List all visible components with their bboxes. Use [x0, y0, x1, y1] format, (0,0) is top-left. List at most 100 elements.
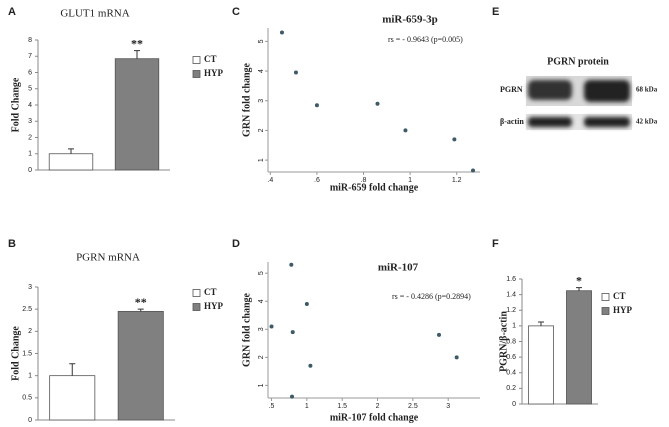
blot-row-label: β-actin: [500, 117, 524, 126]
bar: [566, 290, 592, 405]
legend-swatch: [192, 303, 201, 311]
chart-title: GLUT1 mRNA: [60, 8, 129, 20]
y-tick-label: 3: [28, 118, 32, 125]
point: [304, 302, 309, 307]
chart-title: PGRN mRNA: [76, 252, 140, 264]
error-bar: [134, 50, 140, 59]
y-tick-label: 2: [28, 328, 32, 335]
annotation: *: [576, 273, 582, 287]
blot-size: 68 kDa: [636, 86, 658, 94]
x-axis-label: miR-659 fold change: [330, 182, 419, 193]
point: [279, 30, 284, 35]
x-tick-label: 3: [446, 403, 450, 410]
y-tick-label: 2.5: [22, 306, 32, 313]
point: [314, 103, 319, 108]
error-bar: [576, 287, 582, 291]
y-tick-label: 3: [258, 327, 265, 331]
legend-swatch: [192, 70, 201, 78]
x-tick-label: 1: [305, 403, 309, 410]
y-tick-label: 5: [258, 39, 265, 43]
y-tick-label: 2: [28, 134, 32, 141]
legend-label: CT: [613, 291, 626, 301]
blot-band: [584, 80, 630, 102]
x-tick-label: .6: [314, 177, 320, 184]
point: [471, 168, 476, 173]
y-axis-label: Fold Change: [10, 77, 21, 132]
y-tick-label: 0: [28, 167, 32, 174]
y-tick-label: 1: [258, 383, 265, 387]
y-tick-label: 1: [28, 151, 32, 158]
y-tick-label: 0: [28, 417, 32, 424]
point: [454, 355, 459, 360]
point: [269, 324, 274, 329]
y-tick-label: 5: [258, 271, 265, 275]
panel-letter: B: [8, 238, 16, 250]
y-tick-label: 2: [258, 128, 265, 132]
bar: [117, 310, 164, 421]
y-tick-label: 0.6: [506, 354, 516, 361]
y-axis-label: GRN fold change: [241, 293, 252, 367]
y-tick-label: 0.8: [506, 338, 516, 345]
y-tick-label: 1: [28, 373, 32, 380]
annotation: **: [135, 295, 147, 309]
panel-letter: C: [232, 6, 240, 18]
y-axis-label: GRN fold change: [241, 63, 252, 137]
x-tick-label: 1: [408, 177, 412, 184]
y-axis-label: Fold Change: [10, 326, 21, 381]
point: [375, 101, 380, 106]
error-bar: [137, 308, 144, 312]
chart-title: miR-107: [378, 262, 419, 274]
x-tick-label: .8: [361, 177, 367, 184]
x-tick-label: .4: [267, 177, 273, 184]
legend-label: CT: [204, 54, 217, 64]
point: [290, 394, 295, 399]
y-tick-label: 2: [258, 355, 265, 359]
point: [437, 332, 442, 337]
blot-size: 42 kDa: [636, 118, 658, 126]
legend-swatch: [192, 56, 201, 64]
bar: [49, 375, 96, 421]
y-tick-label: 7: [28, 53, 32, 60]
bar: [48, 153, 94, 171]
panel-e: E PGRN protein PGRN 68 kDa β-actin 42 kD…: [492, 6, 658, 130]
point: [289, 262, 294, 267]
y-tick-label: 0.5: [22, 395, 32, 402]
y-tick-label: 6: [28, 69, 32, 76]
blot-band: [528, 80, 572, 100]
panel-letter: F: [492, 238, 499, 250]
legend-swatch: [601, 293, 610, 301]
chart-title: miR-659-3p: [382, 14, 438, 26]
x-tick-label: 1.5: [337, 403, 347, 410]
y-tick-label: 1.5: [22, 350, 32, 357]
legend-swatch: [192, 289, 201, 297]
error-bar: [538, 321, 544, 326]
y-tick-label: 1: [512, 323, 516, 330]
legend-label: HYP: [204, 301, 224, 311]
error-bar: [69, 363, 76, 376]
point: [308, 363, 313, 368]
y-tick-label: 3: [258, 99, 265, 103]
legend-label: HYP: [613, 305, 633, 315]
point: [290, 330, 295, 335]
y-tick-label: 1: [258, 158, 265, 162]
blot-row-label: PGRN: [500, 85, 523, 94]
annotation: **: [131, 36, 143, 50]
y-tick-label: 1.4: [506, 291, 516, 298]
y-tick-label: 4: [258, 69, 265, 73]
x-tick-label: .5: [269, 403, 275, 410]
y-tick-label: 3: [28, 284, 32, 291]
legend-swatch: [601, 307, 610, 315]
y-tick-label: 5: [28, 86, 32, 93]
point: [293, 70, 298, 75]
blot-band: [528, 117, 572, 127]
y-tick-label: 1.2: [506, 307, 516, 314]
x-tick-label: 2: [376, 403, 380, 410]
y-axis-label: PGRN/β-actin: [498, 311, 509, 372]
y-tick-label: 0.4: [506, 370, 516, 377]
x-axis-label: miR-107 fold change: [330, 412, 419, 423]
point: [403, 128, 408, 133]
x-tick-label: 1.2: [452, 177, 462, 184]
legend-label: HYP: [204, 68, 224, 78]
y-tick-label: 1.6: [506, 276, 516, 283]
